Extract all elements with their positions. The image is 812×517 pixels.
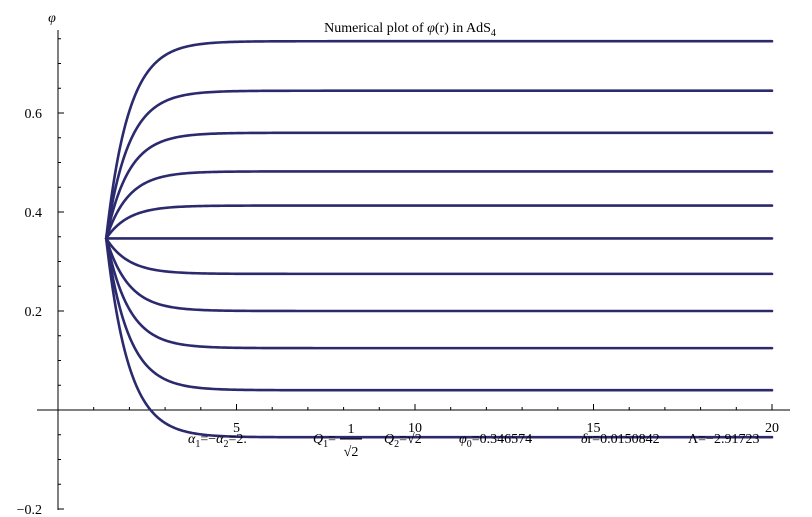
annotation-q1-denominator: √2 [344, 445, 359, 460]
series-line-3 [104, 131, 774, 240]
y-ticks: −0.2 0.2 0.4 0.6 [17, 38, 64, 517]
y-axis-label: φ [48, 11, 56, 26]
annotation-q1: Q1= [313, 432, 336, 450]
annotation-q2: Q2=√2 [384, 432, 422, 450]
annotation-dr: δr=0.0150842 [581, 432, 660, 447]
series-line-8 [104, 237, 774, 313]
series-line-7 [104, 237, 774, 276]
annotation-alpha: α1=−α2=2. [188, 432, 247, 450]
y-tick-label: 0.4 [25, 206, 43, 221]
x-tick-label: 5 [233, 421, 240, 436]
annotation-q1-numerator: 1 [348, 422, 355, 437]
series-line-9 [104, 237, 774, 350]
series-line-2 [104, 89, 774, 240]
annotation-lambda: Λ=−2.91723 [688, 432, 759, 447]
y-tick-label: 0.2 [25, 305, 43, 320]
annotation-phi0: φ0=0.346574 [459, 432, 532, 450]
y-tick-label: 0.6 [25, 107, 43, 122]
series-line-4 [104, 170, 774, 240]
series-line-1 [104, 39, 774, 240]
chart-title: Numerical plot of φ(r) in AdS4 [324, 21, 496, 39]
y-tick-label: −0.2 [17, 503, 42, 517]
parameter-annotation: α1=−α2=2. Q1= 1 √2 Q2=√2 φ0=0.346574 δr=… [188, 422, 759, 460]
series-line-11 [104, 237, 774, 439]
x-tick-label: 15 [587, 421, 601, 436]
series-group [104, 39, 774, 439]
series-line-10 [104, 237, 774, 392]
x-tick-label: 20 [765, 421, 779, 436]
x-ticks: 5 10 15 20 [93, 404, 779, 436]
series-line-5 [104, 204, 774, 240]
x-tick-label: 10 [408, 421, 422, 436]
